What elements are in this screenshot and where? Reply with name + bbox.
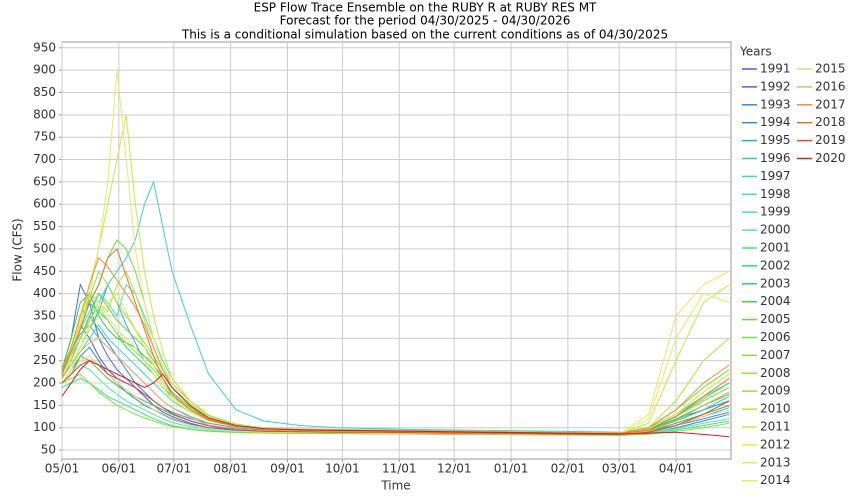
legend-label: 2016 bbox=[815, 79, 846, 93]
legend-label: 1992 bbox=[760, 79, 791, 93]
legend-label: 2010 bbox=[760, 402, 791, 416]
x-tick-label: 06/01 bbox=[102, 462, 137, 476]
legend-label: 1991 bbox=[760, 62, 791, 76]
x-tick-label: 08/01 bbox=[213, 462, 248, 476]
legend-label: 1993 bbox=[760, 97, 791, 111]
legend-label: 2002 bbox=[760, 258, 791, 272]
legend-label: 2005 bbox=[760, 312, 791, 326]
x-tick-label: 02/01 bbox=[551, 462, 586, 476]
legend-label: 2009 bbox=[760, 384, 791, 398]
legend-label: 2015 bbox=[815, 62, 846, 76]
chart-title: ESP Flow Trace Ensemble on the RUBY R at… bbox=[254, 1, 597, 15]
x-tick-label: 09/01 bbox=[270, 462, 305, 476]
legend-label: 1995 bbox=[760, 133, 791, 147]
plot-area bbox=[61, 41, 732, 460]
legend-label: 2007 bbox=[760, 348, 791, 362]
y-tick-label: 250 bbox=[33, 353, 56, 367]
legend-label: 1998 bbox=[760, 187, 791, 201]
x-tick-label: 01/01 bbox=[494, 462, 529, 476]
legend-label: 1997 bbox=[760, 169, 791, 183]
legend-label: 2014 bbox=[760, 473, 791, 487]
legend-label: 2019 bbox=[815, 133, 846, 147]
x-tick-label: 07/01 bbox=[157, 462, 192, 476]
legend-label: 1999 bbox=[760, 205, 791, 219]
legend-label: 2012 bbox=[760, 437, 791, 451]
y-tick-label: 650 bbox=[33, 174, 56, 188]
legend-label: 2008 bbox=[760, 366, 791, 380]
legend-label: 2013 bbox=[760, 455, 791, 469]
y-tick-label: 800 bbox=[33, 107, 56, 121]
y-tick-label: 950 bbox=[33, 40, 56, 54]
y-tick-label: 500 bbox=[33, 241, 56, 255]
x-tick-label: 05/01 bbox=[45, 462, 80, 476]
y-tick-label: 600 bbox=[33, 197, 56, 211]
x-tick-label: 12/01 bbox=[437, 462, 472, 476]
y-tick-label: 50 bbox=[41, 443, 56, 457]
y-tick-label: 550 bbox=[33, 219, 56, 233]
x-tick-label: 03/01 bbox=[602, 462, 637, 476]
y-tick-label: 750 bbox=[33, 130, 56, 144]
legend-label: 2020 bbox=[815, 151, 846, 165]
series-line bbox=[61, 360, 730, 435]
legend-label: 2001 bbox=[760, 241, 791, 255]
legend-label: 2017 bbox=[815, 97, 846, 111]
legend-label: 2006 bbox=[760, 330, 791, 344]
legend-label: 2011 bbox=[760, 420, 791, 434]
y-tick-label: 200 bbox=[33, 376, 56, 390]
series-line bbox=[61, 360, 730, 438]
y-tick-label: 400 bbox=[33, 286, 56, 300]
chart-subtitle: Forecast for the period 04/30/2025 - 04/… bbox=[280, 14, 571, 28]
legend-label: 2000 bbox=[760, 223, 791, 237]
legend-label: 1996 bbox=[760, 151, 791, 165]
x-tick-label: 10/01 bbox=[325, 462, 360, 476]
x-tick-label: 04/01 bbox=[659, 462, 694, 476]
y-tick-label: 300 bbox=[33, 331, 56, 345]
y-tick-label: 350 bbox=[33, 308, 56, 322]
y-tick-label: 450 bbox=[33, 264, 56, 278]
y-axis-label: Flow (CFS) bbox=[11, 218, 25, 281]
x-tick-label: 11/01 bbox=[382, 462, 417, 476]
x-axis-label: Time bbox=[380, 479, 410, 493]
y-tick-label: 700 bbox=[33, 152, 56, 166]
y-tick-label: 900 bbox=[33, 63, 56, 77]
legend-label: 2004 bbox=[760, 294, 791, 308]
legend-label: 1994 bbox=[760, 115, 791, 129]
y-tick-label: 850 bbox=[33, 85, 56, 99]
chart-note: This is a conditional simulation based o… bbox=[181, 28, 668, 42]
legend-label: 2003 bbox=[760, 276, 791, 290]
y-tick-label: 100 bbox=[33, 420, 56, 434]
y-tick-label: 150 bbox=[33, 398, 56, 412]
legend-title: Years bbox=[739, 45, 772, 59]
legend-label: 2018 bbox=[815, 115, 846, 129]
series-line bbox=[61, 373, 730, 436]
